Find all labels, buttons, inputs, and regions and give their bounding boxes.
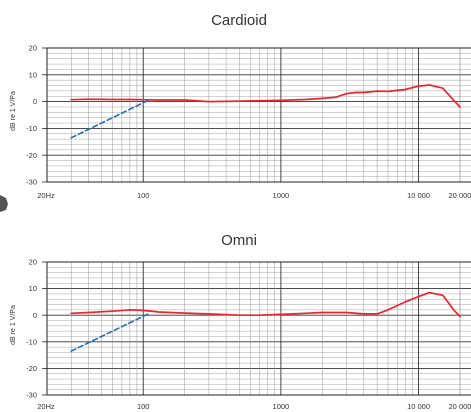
x-tick-label: 20Hz [37,191,55,200]
y-tick-label: 10 [29,70,37,79]
x-tick-label: 100 [137,402,150,411]
y-tick-label: -10 [26,337,37,346]
x-tick-label: 10 000 [407,402,430,411]
grid [46,47,471,183]
cardioid-chart: Cardioid dB re 1 V/Pa 20100-10-20-3020Hz… [10,12,471,200]
x-tick-label: 1000 [273,191,290,200]
x-tick-label: 20Hz [37,402,55,411]
y-tick-label: 0 [33,97,37,106]
arrow-icon [0,195,8,212]
y-tick-label: 10 [29,284,37,293]
y-axis-label: dB re 1 V/Pa [10,91,17,131]
x-tick-label: 10 000 [407,191,430,200]
plot-marks [70,84,461,139]
dashed-series-line [70,312,150,352]
y-tick-label: -20 [26,151,37,160]
y-tick-label: 20 [29,258,37,267]
x-tick-label: 1000 [273,402,290,411]
y-tick-label: -20 [26,364,37,373]
grid [46,261,471,396]
y-tick-label: 20 [29,44,37,53]
x-tick-label: 20 000 [449,402,471,411]
response-series-line [70,291,461,318]
y-axis-label: dB re 1 V/Pa [10,305,17,345]
y-tick-label: -30 [26,391,37,400]
y-tick-label: 0 [33,311,37,320]
response-series-line [70,84,461,108]
dashed-series-line [70,99,150,139]
chart-title: Omni [221,232,257,249]
x-tick-label: 100 [137,191,150,200]
chart-title: Cardioid [211,12,267,29]
y-tick-label: -30 [26,178,37,187]
plot-marks [70,291,461,352]
x-tick-label: 20 000 [449,191,471,200]
y-tick-label: -10 [26,124,37,133]
